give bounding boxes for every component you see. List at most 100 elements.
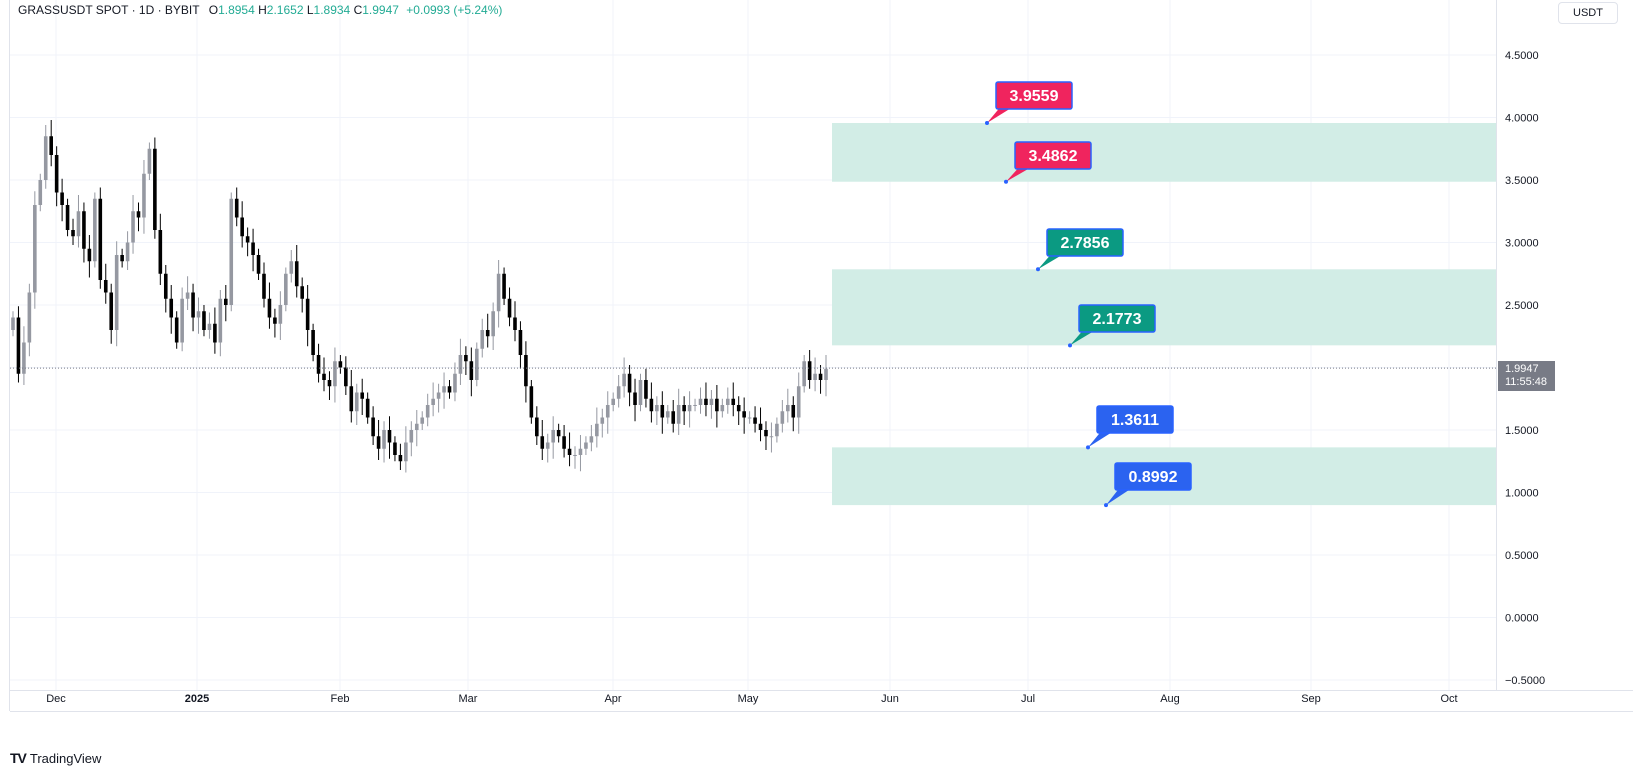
candle — [382, 421, 386, 463]
candle — [311, 323, 315, 362]
candle — [22, 326, 26, 385]
candle — [393, 436, 397, 462]
price-callout-text: 0.8992 — [1129, 469, 1178, 486]
y-tick-label: 4.0000 — [1505, 113, 1539, 125]
axes: 4.50004.00003.50003.00002.50002.00001.50… — [9, 0, 1633, 712]
candle — [813, 357, 817, 392]
candle — [545, 433, 550, 463]
close-label: C — [353, 3, 363, 17]
candle — [404, 426, 408, 473]
candle — [731, 382, 736, 417]
candle — [824, 355, 828, 397]
candle — [153, 137, 157, 239]
y-tick-label: 1.0000 — [1505, 488, 1539, 500]
open-value: 1.8954 — [218, 3, 255, 17]
close-value: 1.9947 — [362, 3, 399, 17]
candle — [529, 380, 534, 424]
high-label: H — [258, 3, 267, 17]
candle — [344, 356, 348, 395]
candle — [818, 365, 823, 394]
price-callout[interactable]: 3.4862 — [1004, 141, 1092, 184]
price-callout[interactable]: 1.3611 — [1086, 405, 1174, 450]
candle — [120, 248, 124, 268]
candle — [676, 388, 681, 435]
symbol-title[interactable]: GRASSUSDT SPOT · 1D · BYBIT — [18, 3, 200, 17]
candle — [802, 355, 806, 393]
candle — [98, 187, 103, 289]
currency-button[interactable]: USDT — [1558, 2, 1618, 24]
candle — [398, 443, 403, 470]
candle — [251, 228, 255, 272]
candle — [649, 382, 654, 423]
candle — [562, 425, 566, 458]
price-callout[interactable]: 3.9559 — [985, 81, 1073, 126]
candle — [535, 406, 539, 445]
candle — [436, 383, 441, 413]
candle — [758, 407, 763, 442]
candle — [54, 146, 59, 207]
candle — [147, 142, 152, 180]
candle — [43, 125, 48, 189]
candle — [131, 195, 135, 254]
candle — [742, 397, 746, 434]
candle — [284, 267, 288, 312]
price-callout[interactable]: 2.7856 — [1036, 228, 1124, 272]
candle — [316, 343, 321, 383]
price-labels[interactable]: 3.9559 3.4862 2.7856 2.1773 1.3611 0.8992 — [985, 81, 1192, 508]
candle — [807, 350, 812, 389]
candle — [551, 416, 555, 459]
candle — [682, 396, 686, 425]
candle — [125, 231, 130, 270]
x-tick-label: Jul — [1021, 693, 1035, 705]
y-tick-label: 0.0000 — [1505, 613, 1539, 625]
candle — [76, 195, 81, 248]
candle — [480, 318, 485, 358]
x-tick-label: Aug — [1160, 693, 1180, 705]
candle — [169, 285, 174, 334]
candle — [409, 421, 414, 457]
tradingview-brand: TradingView — [29, 750, 102, 766]
candle — [185, 276, 190, 310]
candle — [638, 373, 643, 412]
price-zone[interactable] — [832, 123, 1496, 182]
price-callout[interactable]: 0.8992 — [1104, 462, 1192, 508]
candle — [65, 198, 70, 237]
candle — [300, 277, 304, 313]
candle — [736, 396, 741, 425]
candle — [709, 390, 714, 419]
y-tick-label: −0.5000 — [1505, 675, 1545, 687]
price-zone[interactable] — [832, 269, 1496, 346]
candle — [616, 375, 621, 408]
candle — [556, 423, 561, 443]
price-callout-text: 3.4862 — [1029, 148, 1078, 165]
x-tick-label: 2025 — [185, 693, 209, 705]
candle — [223, 285, 228, 322]
candles — [11, 120, 828, 473]
candle — [425, 393, 430, 427]
x-tick-label: Feb — [331, 693, 350, 705]
x-tick-label: Apr — [604, 693, 621, 705]
candle — [387, 416, 392, 459]
candle — [218, 290, 223, 357]
candle — [513, 301, 517, 342]
candle — [600, 408, 605, 438]
candle — [305, 285, 310, 347]
candle — [354, 383, 359, 425]
candle — [371, 406, 375, 445]
candle — [485, 313, 490, 348]
tradingview-logo[interactable]: TV TradingView — [10, 750, 101, 766]
price-callout[interactable]: 2.1773 — [1068, 304, 1156, 348]
candle — [589, 425, 594, 452]
candle — [322, 357, 326, 392]
candle — [278, 291, 283, 340]
candle — [584, 436, 588, 455]
candle — [540, 420, 545, 460]
candle — [687, 391, 692, 428]
last-price-tag: 1.9947 11:55:48 — [1498, 361, 1555, 391]
price-callout-text: 2.1773 — [1093, 311, 1142, 328]
candle — [442, 372, 446, 409]
candle — [16, 306, 21, 383]
x-tick-label: May — [738, 693, 759, 705]
candle — [693, 398, 697, 412]
